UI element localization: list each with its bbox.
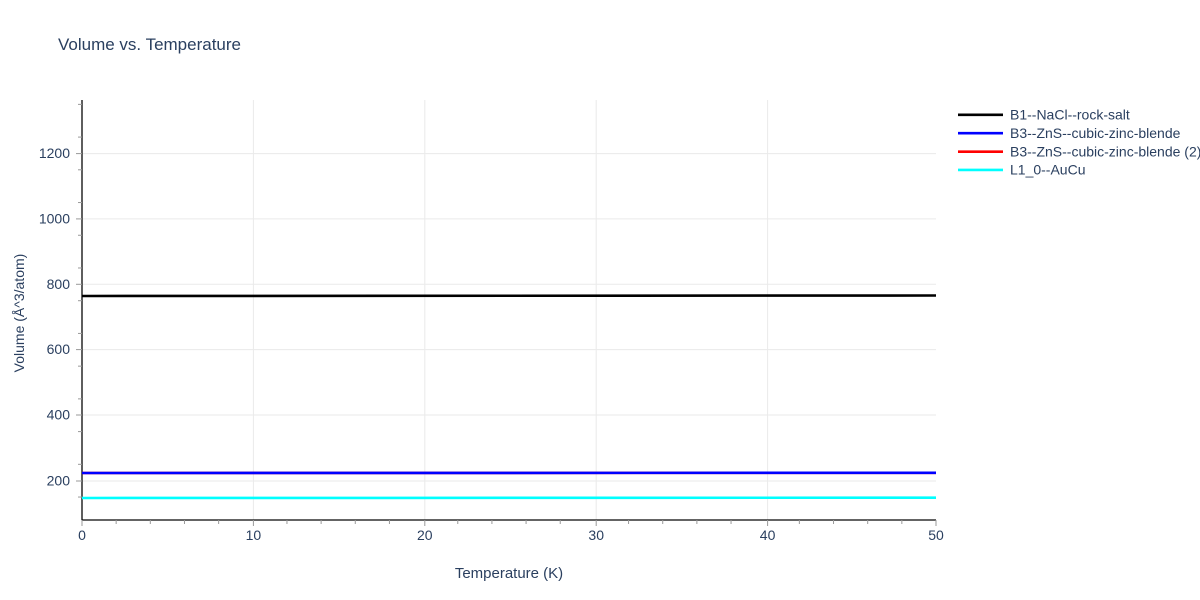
svg-text:50: 50 bbox=[928, 527, 944, 543]
svg-text:400: 400 bbox=[47, 407, 71, 423]
svg-text:20: 20 bbox=[417, 527, 433, 543]
svg-text:Volume (Å^3/atom): Volume (Å^3/atom) bbox=[11, 254, 27, 373]
svg-text:B3--ZnS--cubic-zinc-blende: B3--ZnS--cubic-zinc-blende bbox=[1010, 125, 1181, 141]
svg-text:Temperature (K): Temperature (K) bbox=[455, 565, 563, 582]
svg-text:600: 600 bbox=[47, 341, 71, 357]
svg-text:800: 800 bbox=[47, 276, 71, 292]
svg-text:B3--ZnS--cubic-zinc-blende (2): B3--ZnS--cubic-zinc-blende (2) bbox=[1010, 143, 1200, 159]
svg-text:1200: 1200 bbox=[39, 145, 70, 161]
svg-text:B1--NaCl--rock-salt: B1--NaCl--rock-salt bbox=[1010, 107, 1130, 123]
svg-text:Volume vs. Temperature: Volume vs. Temperature bbox=[58, 35, 241, 54]
svg-text:1000: 1000 bbox=[39, 210, 70, 226]
svg-text:40: 40 bbox=[760, 527, 776, 543]
svg-text:L1_0--AuCu: L1_0--AuCu bbox=[1010, 162, 1086, 178]
svg-text:0: 0 bbox=[78, 527, 86, 543]
svg-text:200: 200 bbox=[47, 473, 71, 489]
svg-text:30: 30 bbox=[588, 527, 604, 543]
svg-text:10: 10 bbox=[246, 527, 262, 543]
